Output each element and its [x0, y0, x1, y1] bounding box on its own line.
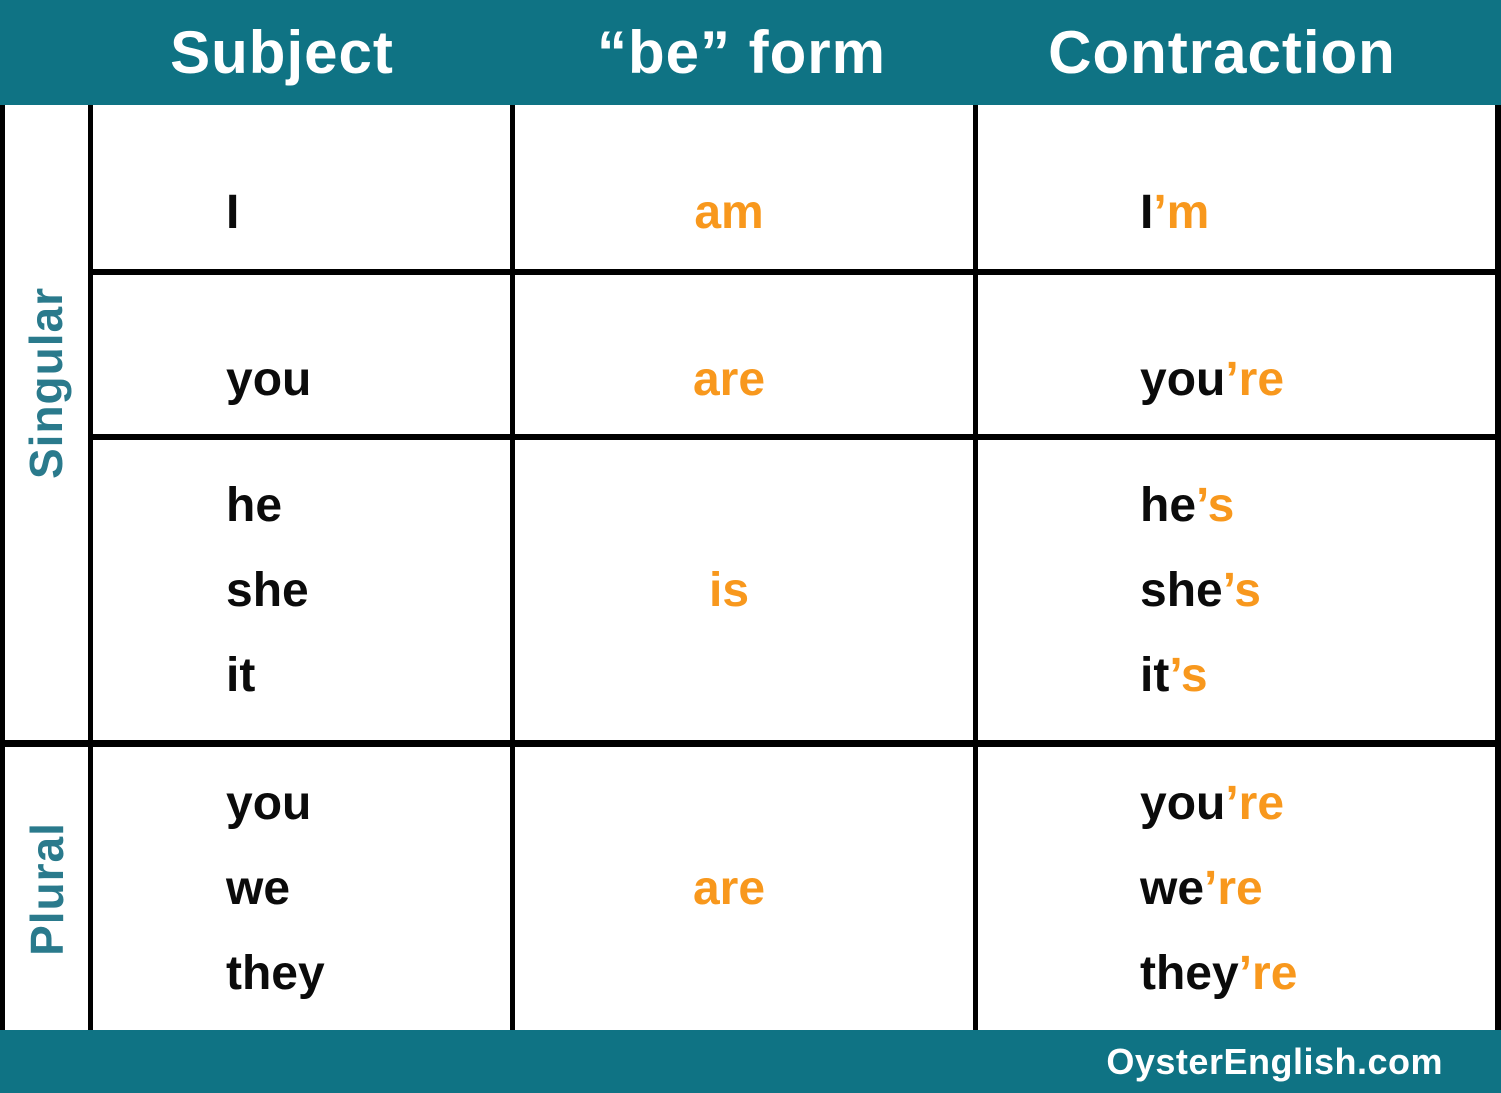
subject-text: you	[226, 777, 312, 830]
row-divider-1	[88, 269, 1501, 275]
footer-bar: OysterEnglish.com	[0, 1030, 1501, 1093]
contraction-text: I’m	[1140, 170, 1209, 255]
cell-contraction-im: I’m	[978, 105, 1497, 269]
subject-text: we	[226, 862, 291, 915]
cell-contraction-youre-were-theyre: you’re we’re they’re	[978, 747, 1497, 1030]
table-border-right	[1495, 105, 1501, 1030]
table-border-left	[0, 105, 5, 1030]
cell-contraction-hes-shes-its: he’s she’s it’s	[978, 441, 1497, 740]
contraction-text: they’re	[1140, 931, 1297, 1016]
contraction-base: she	[1140, 564, 1223, 617]
singular-label-text: Singular	[20, 286, 73, 479]
row-divider-2	[88, 434, 1501, 440]
contraction-text: he’s	[1140, 463, 1234, 548]
contraction-suffix: ’re	[1225, 353, 1285, 406]
subject-text: they	[226, 947, 325, 1000]
contraction-text: she’s	[1140, 548, 1261, 633]
cell-contraction-youre-singular: you’re	[978, 275, 1497, 434]
contraction-suffix: ’m	[1153, 185, 1210, 239]
divider-gutter-subject	[88, 105, 93, 1030]
plural-label-text: Plural	[20, 821, 73, 956]
be-form-text: are	[692, 353, 766, 406]
column-header-subject: Subject	[170, 19, 394, 86]
contraction-suffix: ’s	[1222, 564, 1261, 617]
be-form-text: am	[694, 185, 764, 239]
contraction-base: you	[1140, 353, 1226, 406]
subject-text: she	[226, 564, 309, 617]
cell-beform-are-singular: are	[515, 275, 973, 434]
be-form-text: are	[692, 862, 766, 915]
contraction-suffix: ’s	[1169, 649, 1208, 702]
contraction-base: they	[1140, 947, 1239, 1000]
cell-subject-i: I	[93, 105, 510, 269]
cell-subject-he-she-it: he she it	[93, 441, 510, 740]
cell-beform-are-plural: are	[515, 747, 973, 1030]
subject-text: you	[226, 353, 312, 406]
divider-subject-beform	[510, 105, 515, 1030]
contraction-text: it’s	[1140, 633, 1208, 718]
site-attribution: OysterEnglish.com	[1106, 1040, 1443, 1082]
cell-beform-is: is	[515, 441, 973, 740]
contraction-suffix: ’s	[1196, 479, 1235, 532]
divider-beform-contraction	[973, 105, 978, 1030]
contraction-text: we’re	[1140, 846, 1263, 931]
subject-text: he	[226, 479, 283, 532]
contraction-base: I	[1140, 185, 1154, 239]
contraction-text: you’re	[1140, 761, 1284, 846]
contraction-base: we	[1140, 862, 1205, 915]
contraction-text: you’re	[1140, 337, 1284, 422]
cell-beform-am: am	[515, 105, 973, 269]
contraction-suffix: ’re	[1238, 947, 1298, 1000]
cell-subject-you-we-they: you we they	[93, 747, 510, 1030]
column-header-be-form: “be” form	[596, 19, 887, 86]
row-divider-singular-plural	[0, 740, 1501, 747]
contraction-suffix: ’re	[1204, 862, 1263, 915]
column-header-contraction: Contraction	[1048, 19, 1396, 86]
row-group-label-plural: Plural	[5, 747, 88, 1030]
contraction-base: he	[1140, 479, 1197, 532]
contraction-base: it	[1140, 649, 1170, 702]
table-header-bar	[0, 0, 1501, 105]
contraction-suffix: ’re	[1225, 777, 1285, 830]
cell-subject-you: you	[93, 275, 510, 434]
contraction-base: you	[1140, 777, 1226, 830]
subject-text: it	[226, 649, 256, 702]
row-group-label-singular: Singular	[5, 105, 88, 740]
subject-text: I	[226, 185, 240, 239]
be-form-text: is	[708, 564, 750, 617]
